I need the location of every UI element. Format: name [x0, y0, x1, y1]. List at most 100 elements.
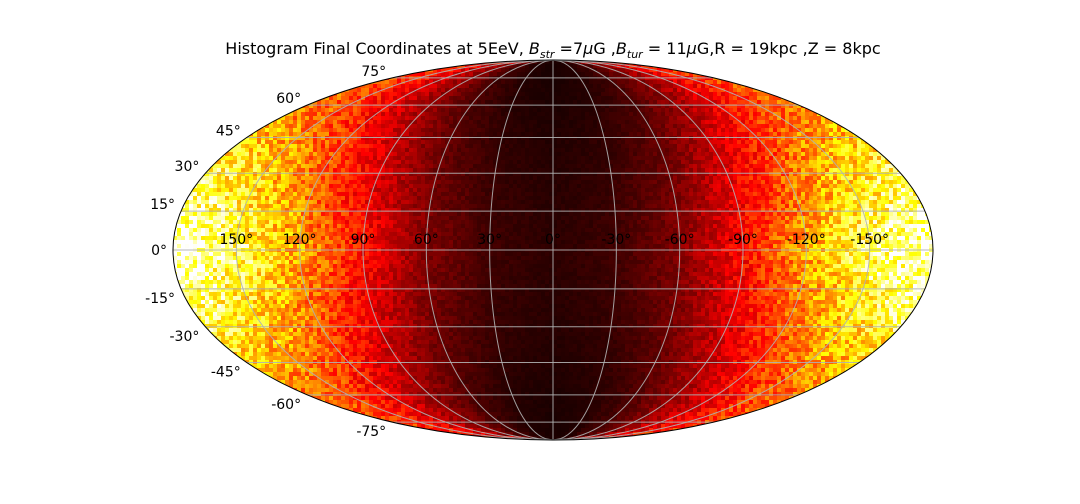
heatmap-cell	[445, 192, 449, 196]
heatmap-cell	[261, 148, 265, 152]
heatmap-cell	[313, 188, 317, 192]
heatmap-cell	[357, 188, 361, 192]
heatmap-cell	[525, 180, 529, 184]
heatmap-cell	[229, 188, 233, 192]
heatmap-cell	[345, 180, 349, 184]
heatmap-cell	[837, 196, 841, 200]
heatmap-cell	[693, 80, 697, 84]
heatmap-cell	[513, 164, 517, 168]
heatmap-cell	[821, 128, 825, 132]
heatmap-cell	[525, 164, 529, 168]
heatmap-cell	[849, 164, 853, 168]
heatmap-cell	[537, 72, 541, 76]
heatmap-cell	[549, 168, 553, 172]
heatmap-cell	[769, 184, 773, 188]
heatmap-cell	[385, 164, 389, 168]
heatmap-cell	[629, 84, 633, 88]
heatmap-cell	[445, 100, 449, 104]
heatmap-cell	[533, 152, 537, 156]
heatmap-cell	[441, 128, 445, 132]
heatmap-cell	[793, 152, 797, 156]
heatmap-cell	[241, 200, 245, 204]
heatmap-cell	[257, 172, 261, 176]
heatmap-cell	[229, 176, 233, 180]
heatmap-cell	[389, 200, 393, 204]
heatmap-cell	[705, 176, 709, 180]
heatmap-cell	[813, 164, 817, 168]
heatmap-cell	[721, 160, 725, 164]
heatmap-cell	[745, 132, 749, 136]
heatmap-cell	[337, 184, 341, 188]
heatmap-cell	[397, 96, 401, 100]
heatmap-cell	[489, 108, 493, 112]
heatmap-cell	[285, 148, 289, 152]
heatmap-cell	[493, 168, 497, 172]
heatmap-cell	[305, 132, 309, 136]
heatmap-cell	[465, 144, 469, 148]
heatmap-cell	[849, 180, 853, 184]
heatmap-cell	[421, 176, 425, 180]
heatmap-cell	[473, 160, 477, 164]
heatmap-cell	[621, 80, 625, 84]
heatmap-cell	[805, 176, 809, 180]
heatmap-cell	[449, 164, 453, 168]
heatmap-cell	[585, 68, 589, 72]
heatmap-cell	[529, 84, 533, 88]
heatmap-cell	[333, 100, 337, 104]
heatmap-cell	[245, 164, 249, 168]
heatmap-cell	[873, 196, 877, 200]
heatmap-cell	[421, 152, 425, 156]
heatmap-cell	[425, 188, 429, 192]
heatmap-cell	[485, 124, 489, 128]
heatmap-cell	[557, 140, 561, 144]
heatmap-cell	[837, 144, 841, 148]
heatmap-cell	[209, 192, 213, 196]
heatmap-cell	[481, 192, 485, 196]
heatmap-cell	[293, 200, 297, 204]
heatmap-cell	[457, 192, 461, 196]
heatmap-cell	[417, 120, 421, 124]
heatmap-cell	[529, 176, 533, 180]
heatmap-cell	[401, 104, 405, 108]
heatmap-cell	[265, 184, 269, 188]
heatmap-cell	[869, 168, 873, 172]
heatmap-cell	[665, 116, 669, 120]
heatmap-cell	[669, 132, 673, 136]
heatmap-cell	[793, 112, 797, 116]
heatmap-cell	[333, 188, 337, 192]
heatmap-cell	[533, 172, 537, 176]
heatmap-cell	[561, 84, 565, 88]
heatmap-cell	[701, 196, 705, 200]
heatmap-cell	[357, 176, 361, 180]
heatmap-cell	[769, 104, 773, 108]
heatmap-cell	[897, 188, 901, 192]
heatmap-cell	[805, 124, 809, 128]
heatmap-cell	[581, 104, 585, 108]
heatmap-cell	[237, 188, 241, 192]
heatmap-cell	[329, 100, 333, 104]
heatmap-cell	[549, 148, 553, 152]
heatmap-cell	[821, 164, 825, 168]
heatmap-cell	[813, 124, 817, 128]
heatmap-cell	[693, 200, 697, 204]
heatmap-cell	[509, 80, 513, 84]
heatmap-cell	[841, 156, 845, 160]
heatmap-cell	[705, 124, 709, 128]
heatmap-cell	[673, 184, 677, 188]
heatmap-cell	[385, 176, 389, 180]
heatmap-cell	[553, 188, 557, 192]
heatmap-cell	[893, 192, 897, 196]
heatmap-cell	[325, 188, 329, 192]
heatmap-cell	[785, 172, 789, 176]
heatmap-cell	[585, 140, 589, 144]
heatmap-cell	[701, 188, 705, 192]
heatmap-cell	[841, 128, 845, 132]
heatmap-cell	[861, 144, 865, 148]
heatmap-cell	[545, 184, 549, 188]
heatmap-cell	[401, 116, 405, 120]
heatmap-cell	[541, 132, 545, 136]
heatmap-cell	[593, 156, 597, 160]
heatmap-cell	[621, 192, 625, 196]
heatmap-cell	[313, 148, 317, 152]
heatmap-cell	[821, 144, 825, 148]
